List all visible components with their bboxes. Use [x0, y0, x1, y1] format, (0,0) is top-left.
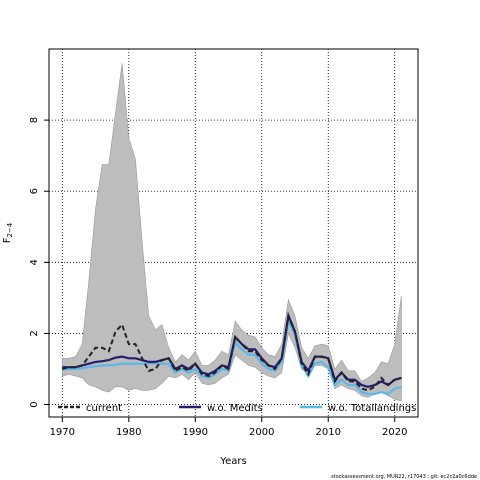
y-tick-label: 6 — [29, 188, 40, 194]
x-axis: 1970 1980 1990 2000 2010 2020 — [50, 417, 407, 438]
legend-label: current — [86, 403, 122, 414]
y-tick-label: 4 — [29, 259, 40, 265]
series-lines — [62, 311, 402, 396]
plot-frame — [48, 48, 419, 418]
x-tick-label: 1970 — [50, 427, 75, 438]
y-axis-label: F2−4 — [2, 222, 14, 243]
y-axis: 0 2 4 6 8 — [29, 117, 49, 408]
series-line-current — [62, 312, 402, 392]
x-axis-label: Years — [219, 456, 246, 467]
x-tick-label: 2020 — [382, 427, 407, 438]
x-tick-label: 1980 — [116, 427, 141, 438]
y-tick-label: 0 — [29, 401, 40, 407]
x-tick-label: 2000 — [249, 427, 274, 438]
legend: current w.o. Medits w.o. Totallandings — [58, 403, 416, 414]
y-tick-label: 8 — [29, 117, 40, 123]
y-axis-label-subscript: 2−4 — [6, 222, 14, 237]
legend-label: w.o. Totallandings — [328, 403, 416, 414]
footnote: stockassessment.org, MUR22, r17043 ; git… — [331, 474, 477, 480]
x-tick-label: 1990 — [183, 427, 208, 438]
confidence-band — [62, 63, 402, 402]
svg-text:F2−4: F2−4 — [2, 222, 14, 243]
x-tick-label: 2010 — [316, 427, 341, 438]
y-tick-label: 2 — [29, 330, 40, 336]
legend-label: w.o. Medits — [207, 403, 263, 414]
y-axis-label-main: F — [2, 237, 13, 243]
